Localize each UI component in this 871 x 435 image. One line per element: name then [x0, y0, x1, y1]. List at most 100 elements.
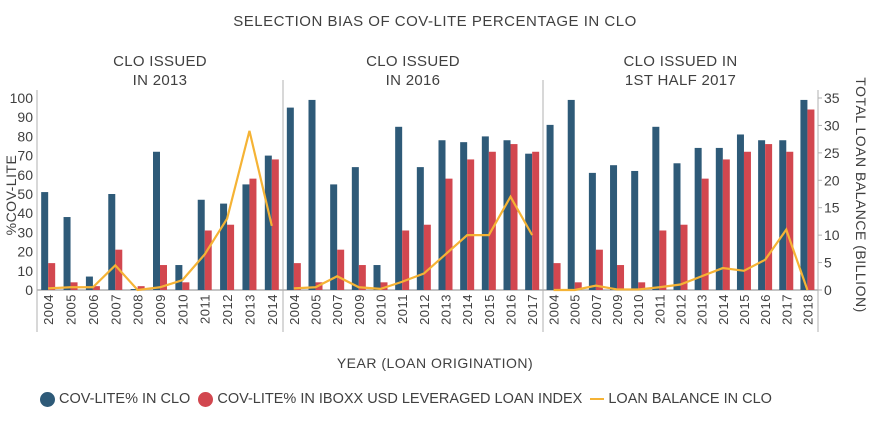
bar-clo	[351, 167, 359, 290]
bar-iboxx	[467, 159, 475, 290]
loan-balance-line	[553, 227, 809, 292]
bar-iboxx	[402, 230, 410, 290]
bar-clo	[373, 265, 381, 290]
x-tick-label: 2007	[330, 294, 345, 325]
y-tick-label: 70	[17, 148, 33, 164]
bar-clo	[264, 155, 272, 290]
bar-iboxx	[48, 263, 56, 290]
x-tick-label: 2004	[41, 294, 56, 325]
bar-iboxx	[595, 249, 603, 290]
bar-iboxx	[227, 224, 235, 290]
y-axis-label: %COV-LITE	[3, 155, 19, 236]
bar-iboxx	[337, 249, 345, 290]
panel-title-line1: CLO ISSUED	[113, 53, 207, 70]
x-tick-label: 2014	[716, 294, 731, 325]
bar-clo	[175, 265, 183, 290]
y2-tick-label: 15	[824, 200, 840, 216]
bar-iboxx	[182, 282, 190, 290]
bar-iboxx	[659, 230, 667, 290]
y2-axis-label: TOTAL LOAN BALANCE (BILLION)	[853, 77, 869, 312]
x-tick-label: 2007	[108, 294, 123, 325]
bar-iboxx	[765, 144, 773, 290]
y-tick-label: 50	[17, 186, 33, 202]
bar-clo	[779, 140, 787, 290]
legend-label-balance: LOAN BALANCE IN CLO	[608, 391, 772, 407]
bar-iboxx	[380, 282, 388, 290]
bar-clo	[736, 134, 744, 290]
x-tick-label: 2017	[779, 294, 794, 325]
bar-iboxx	[445, 178, 453, 290]
chart-title: SELECTION BIAS OF COV-LITE PERCENTAGE IN…	[233, 13, 636, 30]
y-tick-label: 80	[17, 128, 33, 144]
bar-clo	[41, 192, 49, 290]
legend-line-icon-balance	[590, 398, 605, 400]
x-tick-label: 2005	[568, 294, 583, 325]
legend-dot-icon-clo	[40, 391, 55, 407]
bar-iboxx	[680, 224, 688, 290]
bar-iboxx	[743, 151, 751, 290]
bar-iboxx	[92, 286, 100, 290]
bar-iboxx	[423, 224, 431, 290]
panel-title-line1: CLO ISSUED IN	[624, 53, 738, 70]
bar-clo	[153, 151, 160, 290]
bar-clo	[800, 99, 808, 290]
y2-tick-label: 25	[824, 145, 840, 161]
x-tick-label: 2013	[439, 294, 454, 325]
x-tick-label: 2004	[547, 294, 562, 325]
x-tick-label: 2013	[695, 294, 710, 325]
bar-iboxx	[293, 263, 301, 290]
bar-iboxx	[488, 151, 496, 290]
bar-clo	[330, 184, 338, 290]
bar-iboxx	[271, 159, 279, 290]
bar-iboxx	[701, 178, 709, 290]
x-tick-label: 2016	[504, 294, 519, 325]
bar-iboxx	[160, 265, 167, 290]
bar-clo	[130, 289, 138, 290]
y-tick-label: 100	[10, 90, 34, 106]
bar-clo	[416, 167, 424, 290]
legend-dot-icon-iboxx	[198, 391, 214, 407]
y-tick-label: 20	[17, 244, 33, 260]
bar-clo	[63, 217, 71, 290]
x-tick-label: 2014	[265, 294, 280, 325]
bar-clo	[588, 172, 596, 290]
x-tick-label: 2008	[131, 294, 146, 325]
bar-clo	[715, 147, 723, 290]
x-tick-label: 2012	[220, 294, 235, 325]
x-tick-label: 2017	[525, 294, 540, 325]
panel-title-line2: IN 2016	[386, 72, 441, 89]
x-tick-label: 2011	[652, 294, 667, 324]
x-axis-label: YEAR (LOAN ORIGINATION)	[337, 355, 533, 371]
bar-clo	[546, 124, 554, 290]
bar-iboxx	[249, 178, 257, 290]
bar-clo	[525, 153, 533, 290]
x-tick-label: 2013	[242, 294, 257, 325]
y2-tick-label: 30	[824, 117, 840, 133]
legend-item-balance: LOAN BALANCE IN CLO	[590, 391, 772, 407]
x-tick-label: 2010	[374, 294, 389, 325]
x-tick-label: 2010	[631, 294, 646, 325]
y-tick-label: 60	[17, 167, 33, 183]
y2-tick-label: 10	[824, 227, 840, 243]
x-tick-label: 2014	[460, 294, 475, 325]
y-tick-label: 90	[17, 109, 33, 125]
x-tick-label: 2016	[758, 294, 773, 325]
loan-balance-line	[48, 130, 273, 292]
x-tick-label: 2009	[352, 294, 367, 325]
x-tick-label: 2009	[610, 294, 625, 325]
bar-clo	[395, 126, 403, 290]
bar-clo	[438, 140, 446, 290]
y2-tick-label: 0	[824, 282, 832, 298]
legend-item-clo: COV-LITE% IN CLO	[40, 391, 190, 407]
bar-iboxx	[574, 282, 582, 290]
x-tick-label: 2006	[86, 294, 101, 325]
panel-title-line2: 1ST HALF 2017	[625, 72, 736, 89]
bar-clo	[758, 140, 766, 290]
legend-label-clo: COV-LITE% IN CLO	[59, 391, 191, 407]
bar-iboxx	[786, 151, 794, 290]
y2-tick-label: 5	[824, 255, 832, 271]
bar-clo	[652, 126, 660, 290]
x-tick-label: 2012	[674, 294, 689, 325]
x-tick-label: 2004	[287, 294, 302, 325]
